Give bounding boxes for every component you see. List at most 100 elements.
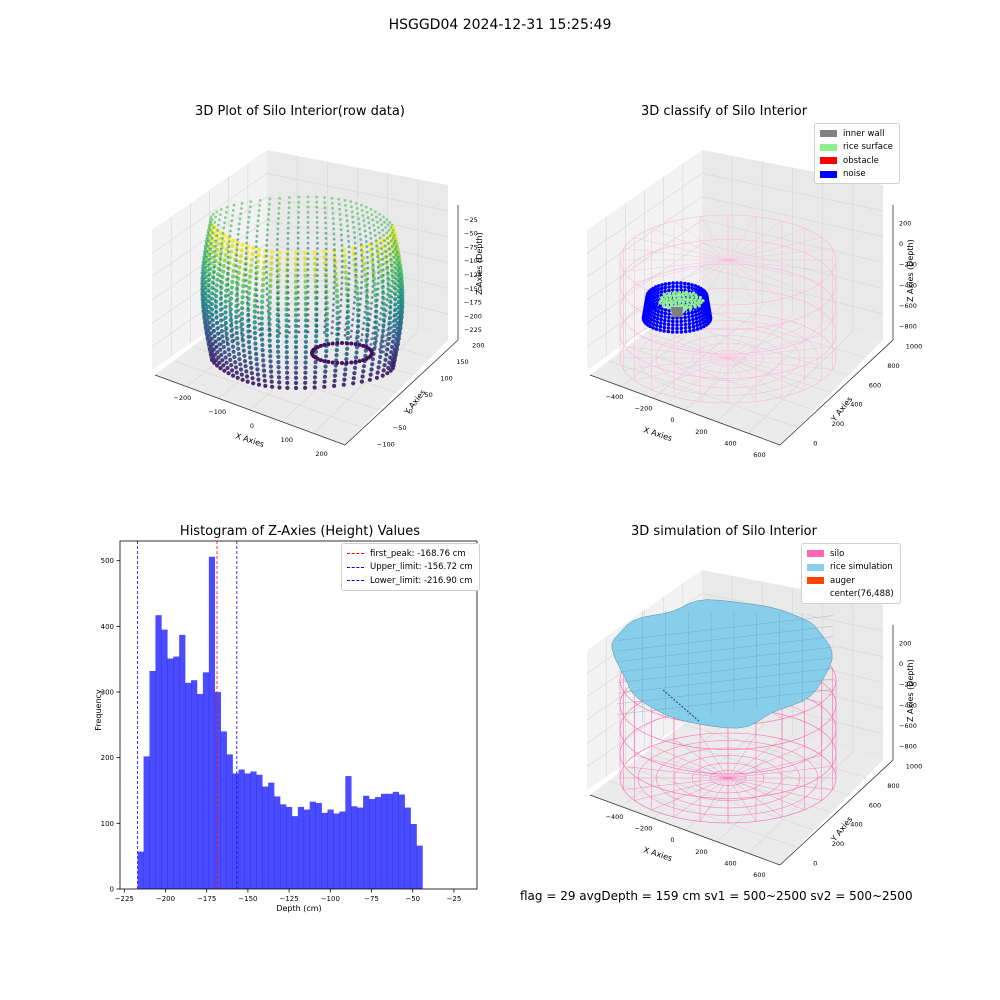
point (286, 285, 290, 289)
point (202, 255, 205, 259)
point (388, 234, 392, 237)
point (250, 251, 255, 257)
noise-point (663, 289, 667, 293)
point (366, 266, 370, 270)
point (247, 280, 252, 285)
noise-point (660, 283, 664, 287)
point (285, 370, 290, 375)
point (331, 314, 335, 318)
point (379, 218, 382, 221)
point (349, 200, 353, 204)
point (363, 229, 367, 233)
point (393, 298, 397, 302)
point (316, 247, 319, 250)
point (399, 306, 404, 312)
point (240, 377, 245, 382)
point (323, 196, 326, 199)
point (344, 357, 349, 362)
noise-point (655, 301, 659, 306)
point (334, 277, 339, 282)
point (361, 358, 366, 363)
point (268, 327, 271, 330)
point (335, 294, 340, 299)
point (252, 325, 257, 330)
silo-spoke (727, 220, 783, 261)
legend-item: noise (820, 168, 893, 182)
point (360, 209, 364, 212)
point (350, 210, 354, 214)
noise-point (690, 286, 695, 291)
point (306, 285, 310, 288)
point (239, 248, 244, 253)
histogram-bar (208, 556, 216, 889)
point (268, 349, 273, 354)
noise-point (663, 282, 668, 286)
point (255, 288, 258, 292)
noise-point (700, 310, 704, 315)
point (297, 307, 300, 311)
point (228, 307, 233, 312)
point (245, 290, 248, 293)
x-tick-label: −75 (364, 895, 379, 903)
point (296, 274, 300, 277)
point (277, 320, 281, 324)
point (219, 247, 223, 251)
point (209, 296, 214, 301)
histogram-bar (226, 754, 233, 889)
point (397, 296, 400, 299)
point (377, 323, 381, 326)
point (316, 257, 319, 261)
point (334, 282, 339, 288)
point (293, 302, 299, 307)
point (315, 330, 318, 334)
legend-item: first_peak: -168.76 cm (347, 547, 473, 561)
x-tick-label: 400 (724, 860, 736, 868)
point (234, 325, 239, 330)
point (371, 252, 374, 256)
point (209, 355, 213, 359)
point (240, 306, 245, 311)
histogram-bar (137, 851, 144, 889)
point (224, 211, 228, 214)
noise-point (652, 315, 657, 320)
point (340, 259, 344, 263)
point (256, 247, 262, 252)
point (371, 263, 375, 267)
noise-point (679, 281, 683, 285)
point (202, 306, 206, 310)
legend-item: rice surface (820, 141, 893, 155)
point (276, 360, 281, 365)
point (226, 277, 230, 281)
point (323, 313, 327, 317)
point (204, 255, 208, 258)
point (376, 365, 381, 370)
silo-spoke (623, 259, 729, 272)
point (312, 256, 317, 261)
histogram-bar (179, 634, 186, 889)
point (205, 309, 209, 313)
point (227, 299, 231, 303)
point (371, 279, 375, 283)
noise-point (667, 308, 671, 313)
point (306, 210, 310, 214)
point (215, 363, 220, 368)
point (369, 349, 374, 354)
point (382, 215, 385, 219)
x-tick-label: −400 (606, 393, 624, 401)
point (286, 247, 290, 251)
point (398, 272, 402, 275)
point (204, 260, 208, 264)
point (339, 309, 342, 313)
point (213, 220, 217, 224)
point (393, 271, 397, 275)
point (229, 224, 233, 228)
point (265, 238, 269, 242)
point (221, 239, 226, 244)
point (315, 221, 319, 224)
point (241, 278, 246, 283)
point (344, 360, 349, 365)
point (277, 314, 281, 318)
point (236, 232, 240, 236)
point (350, 205, 353, 209)
noise-point (667, 288, 671, 293)
